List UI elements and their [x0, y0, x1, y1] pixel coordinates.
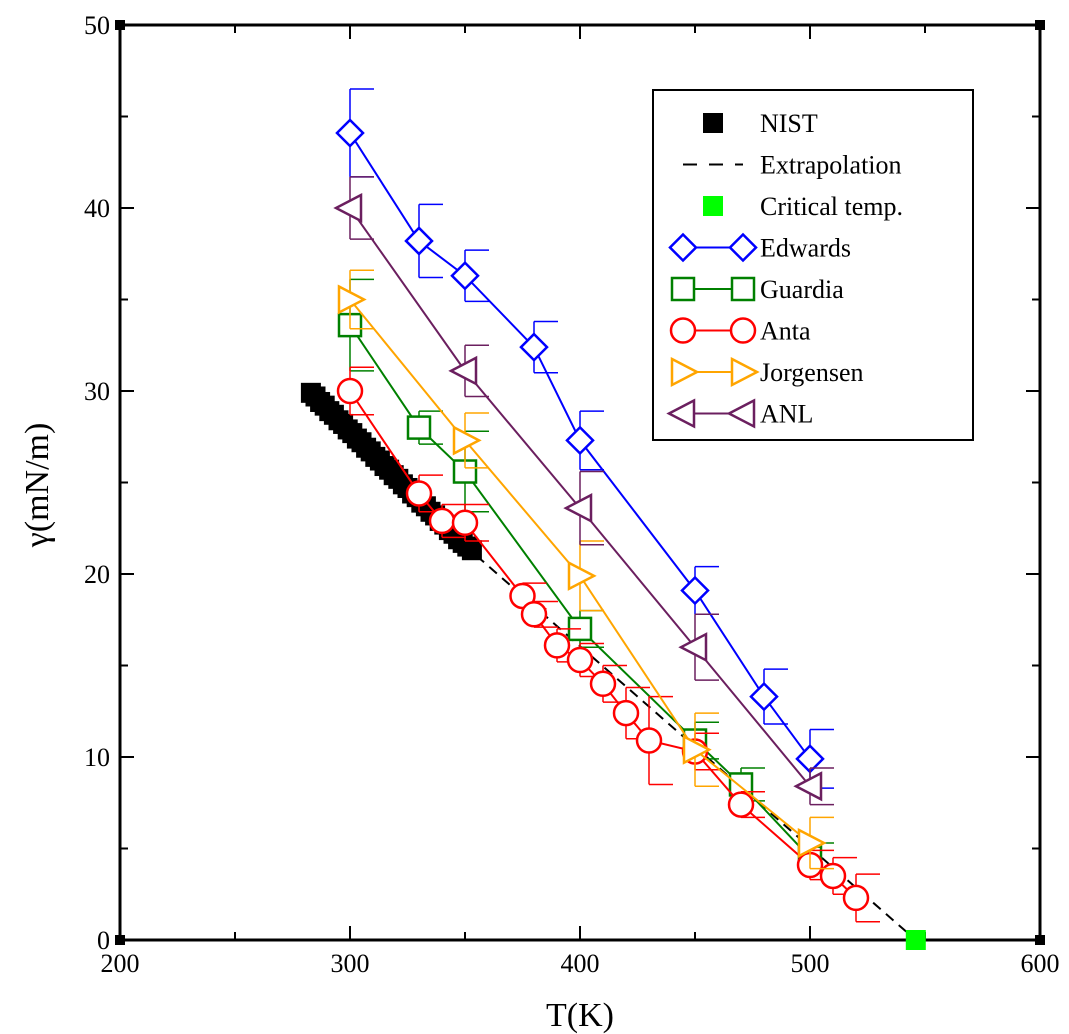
legend-label: Edwards — [760, 234, 851, 263]
legend-entry: ANL — [666, 398, 813, 429]
series-line — [349, 390, 857, 899]
data-point — [452, 425, 482, 456]
x-tick-label: 300 — [331, 949, 370, 978]
data-point — [678, 632, 708, 663]
corner-marker — [1035, 935, 1045, 945]
legend-marker — [730, 276, 756, 302]
legend-marker — [670, 356, 700, 388]
data-point — [461, 540, 482, 561]
legend-entry: Jorgensen — [670, 356, 864, 388]
data-point — [635, 727, 663, 754]
legend-entry: Guardia — [670, 275, 844, 304]
data-point — [451, 509, 479, 537]
data-point — [405, 480, 433, 507]
data-point — [519, 332, 549, 362]
data-point — [404, 226, 434, 256]
legend-marker — [729, 317, 757, 344]
legend-label: Guardia — [760, 275, 844, 304]
data-point — [749, 681, 779, 712]
legend-marker — [728, 232, 758, 263]
legend-entry: Extrapolation — [683, 151, 902, 180]
legend: NIST Extrapolation Critical temp. Edwards Gu… — [652, 89, 974, 441]
x-tick-label: 600 — [1021, 949, 1060, 978]
y-tick-label: 40 — [84, 194, 110, 223]
corner-marker — [115, 20, 125, 30]
data-point — [727, 791, 755, 818]
corner-marker — [115, 935, 125, 945]
series-anl — [333, 176, 834, 806]
legend-label: Anta — [760, 317, 811, 346]
corner-marker — [1035, 20, 1045, 30]
legend-marker — [668, 232, 698, 263]
data-point — [337, 284, 367, 315]
series-jorgensen — [337, 269, 834, 870]
y-tick-label: 30 — [84, 377, 110, 406]
legend-marker — [703, 196, 723, 216]
legend-marker — [666, 398, 696, 429]
legend-marker — [730, 356, 760, 388]
legend-label: Jorgensen — [760, 358, 864, 387]
series-critical-temp — [905, 930, 926, 950]
series-anta — [336, 366, 880, 923]
data-point — [448, 355, 478, 386]
data-point — [842, 884, 870, 912]
legend-marker — [670, 276, 696, 302]
y-tick-label: 10 — [84, 743, 110, 772]
y-tick-label: 50 — [84, 11, 110, 40]
data-point — [682, 734, 712, 765]
legend-marker — [726, 398, 756, 429]
legend-label: NIST — [760, 109, 818, 138]
data-point — [680, 575, 710, 606]
y-tick-label: 20 — [84, 560, 110, 589]
legend-label: Extrapolation — [760, 151, 902, 180]
y-axis-label: γ(mN/m) — [19, 423, 56, 549]
plot-area: 200 300 400 500 600 0 10 20 30 40 50 NIST Extrapolat… — [84, 11, 1060, 978]
legend-entry: Anta — [669, 317, 811, 346]
data-point — [563, 493, 593, 524]
legend-label: ANL — [760, 400, 813, 429]
data-point — [797, 827, 827, 859]
legend-marker — [703, 113, 723, 133]
legend-entry: Edwards — [668, 232, 851, 263]
legend-entry: NIST — [703, 109, 818, 138]
data-point — [565, 425, 595, 456]
data-point — [793, 771, 823, 802]
data-point — [566, 646, 594, 674]
data-point — [336, 377, 364, 405]
legend-entry: Critical temp. — [703, 192, 903, 221]
data-point — [520, 601, 548, 628]
legend-marker — [669, 317, 697, 344]
data-point — [335, 118, 365, 148]
data-point — [589, 670, 617, 698]
x-axis-label: T(K) — [546, 997, 614, 1034]
x-tick-label: 500 — [791, 949, 830, 978]
x-tick-label: 200 — [101, 949, 140, 978]
data-point — [543, 632, 571, 659]
legend-label: Critical temp. — [760, 192, 903, 221]
legend-box — [652, 89, 974, 441]
data-point — [905, 930, 926, 950]
x-tick-label: 400 — [561, 949, 600, 978]
data-point — [612, 699, 640, 727]
data-point — [333, 192, 363, 224]
data-point — [428, 507, 456, 535]
data-point — [450, 260, 480, 291]
y-tick-label: 0 — [97, 926, 110, 955]
data-point — [567, 560, 597, 591]
data-point — [406, 415, 432, 440]
data-point — [819, 862, 847, 890]
